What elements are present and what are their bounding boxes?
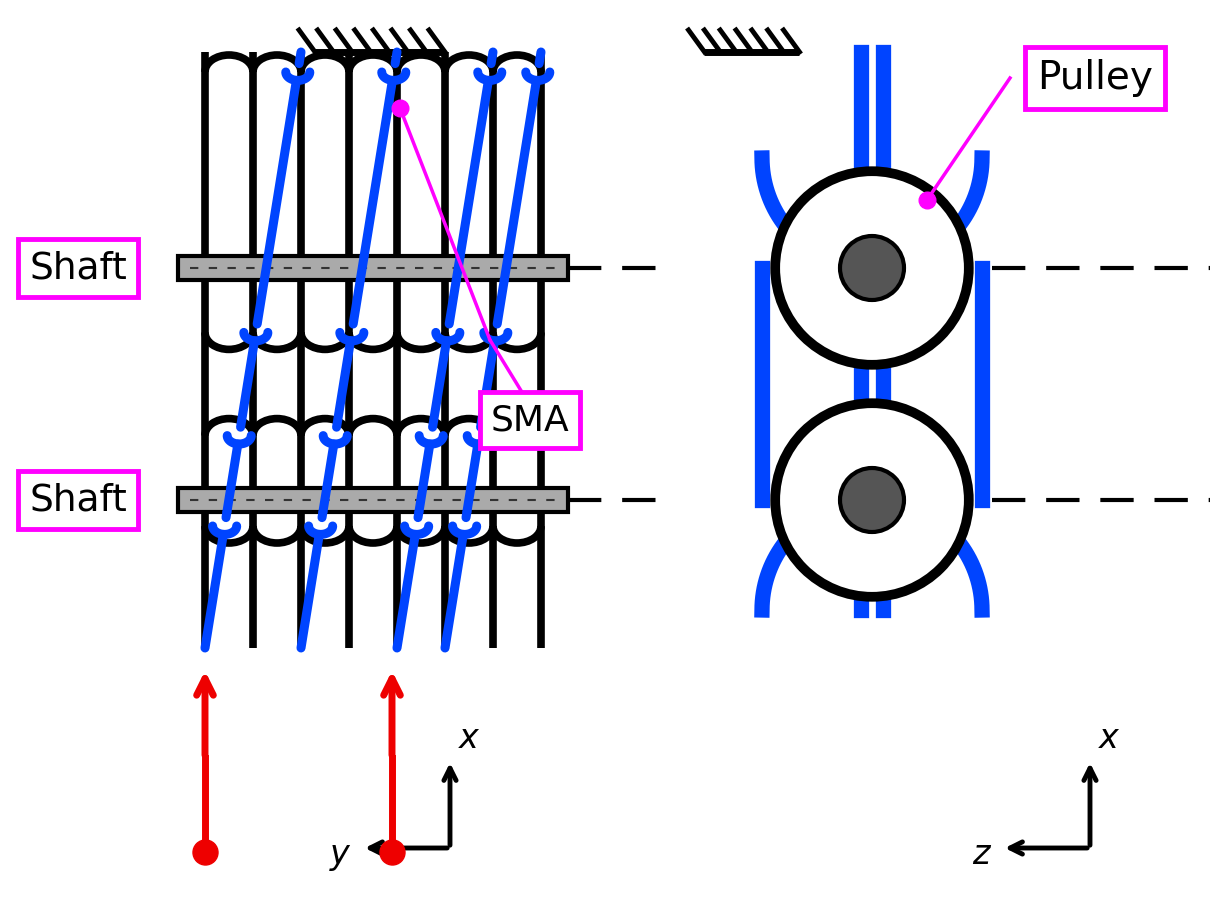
Circle shape [840, 468, 904, 532]
Circle shape [776, 171, 969, 365]
Text: x: x [459, 722, 478, 755]
Text: Shaft: Shaft [29, 250, 127, 286]
Text: Pulley: Pulley [1037, 59, 1153, 97]
Bar [178, 256, 568, 280]
Circle shape [776, 404, 969, 596]
Text: z: z [972, 838, 989, 871]
Text: Shaft: Shaft [29, 482, 127, 518]
Text: y: y [330, 838, 350, 871]
Bar [178, 488, 568, 512]
Text: SMA: SMA [490, 403, 569, 437]
Text: x: x [1099, 722, 1119, 755]
Circle shape [840, 236, 904, 300]
